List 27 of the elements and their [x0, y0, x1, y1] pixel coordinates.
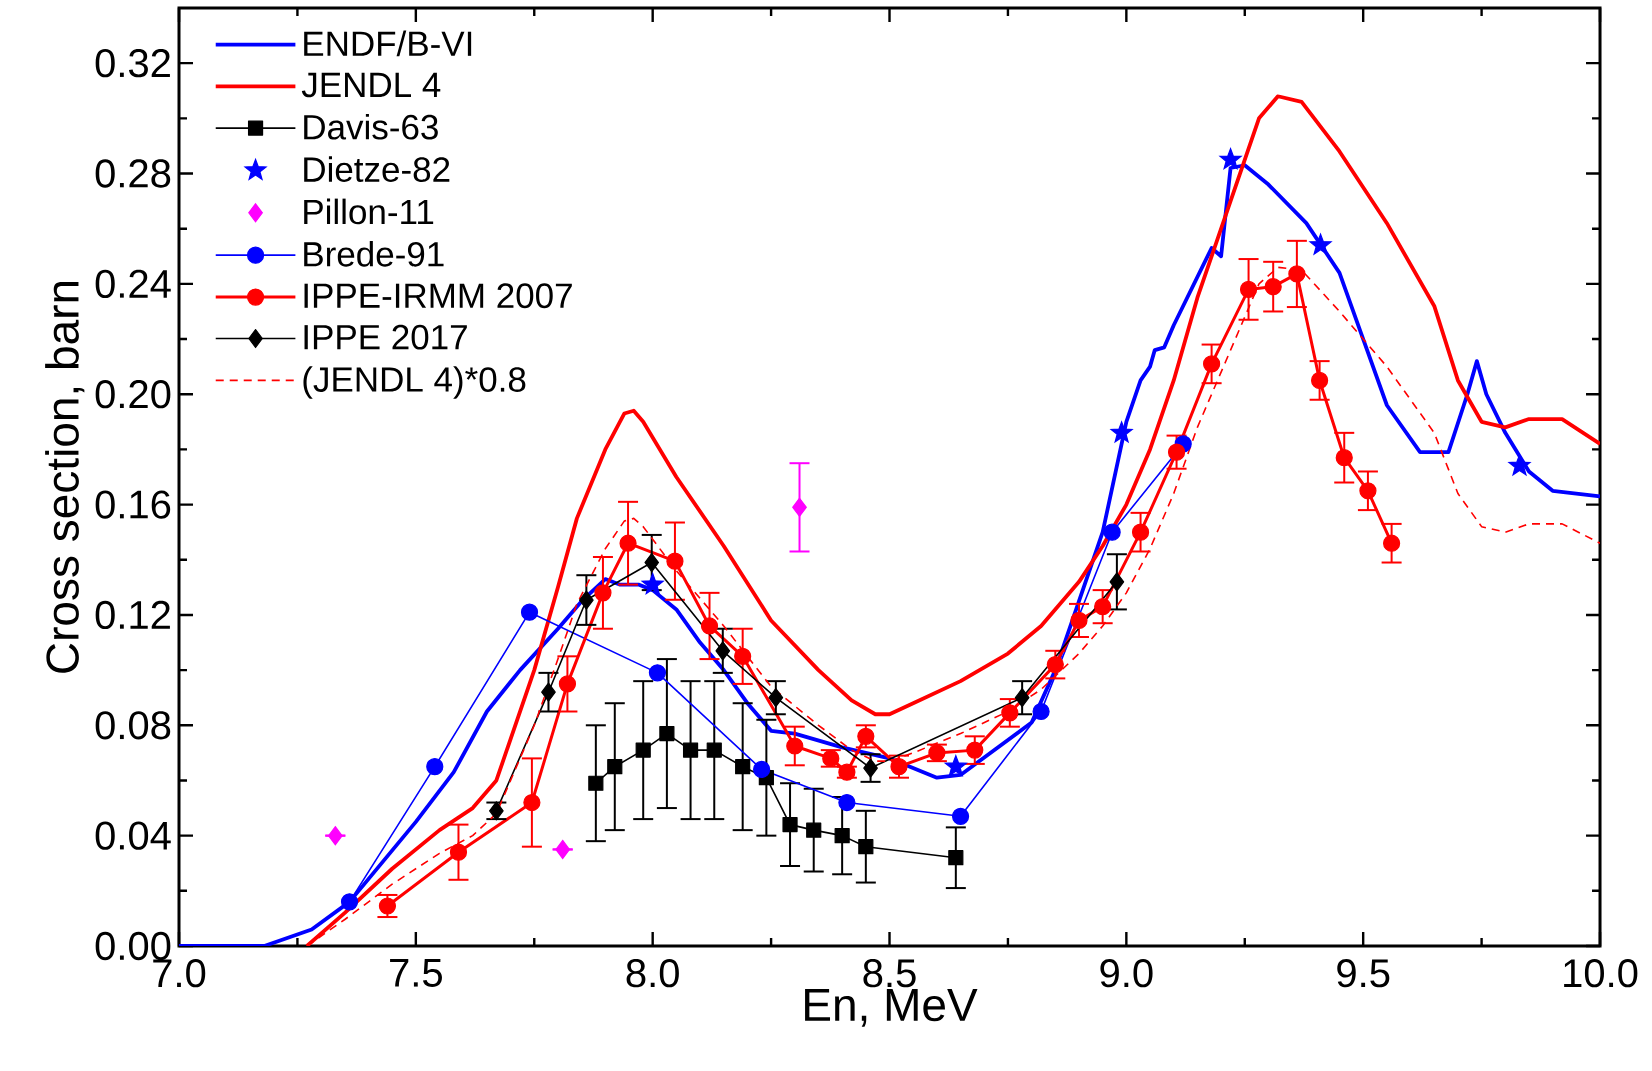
x-tick-label: 7.0: [153, 959, 206, 988]
y-tick-label: 0.16: [95, 490, 171, 519]
legend-label: IPPE-IRMM 2007: [304, 283, 572, 309]
legend-label: (JENDL 4)*0.8: [303, 366, 526, 399]
legend-label: Davis-63: [304, 113, 438, 140]
y-tick-label: 0.12: [95, 600, 170, 630]
y-tick-label: 0.20: [95, 380, 171, 409]
legend-label: IPPE 2017: [304, 324, 467, 350]
x-tick-label: 8.0: [626, 959, 679, 988]
x-tick-label: 9.0: [1100, 959, 1153, 988]
y-tick-label: 0.24: [95, 269, 171, 299]
x-tick-label: 7.5: [390, 959, 442, 987]
y-axis-title: Cross section, barn: [45, 281, 85, 673]
x-tick-label: 9.5: [1337, 959, 1390, 988]
y-tick-label: 0.32: [95, 49, 170, 78]
legend-label: Pillon-11: [304, 198, 434, 225]
x-tick-label: 10.0: [1564, 959, 1638, 988]
y-tick-label: 0.28: [95, 159, 171, 188]
legend-label: JENDL 4: [301, 72, 441, 98]
x-tick-label: 8.5: [863, 959, 916, 988]
legend-label: ENDF/B-VI: [304, 30, 472, 57]
y-tick-label: 0.04: [95, 821, 171, 850]
x-axis-title: En, MeV: [805, 989, 978, 1027]
y-tick-label: 0.08: [95, 711, 171, 740]
legend-label: Brede-91: [304, 240, 444, 267]
legend-label: Dietze-82: [304, 156, 450, 182]
y-tick-label: 0.00: [95, 931, 171, 961]
